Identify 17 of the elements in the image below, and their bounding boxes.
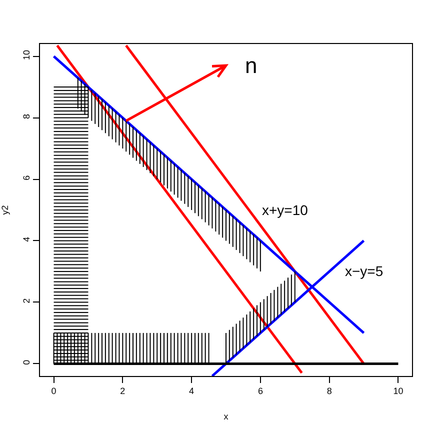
x-tick-label: 8 — [326, 386, 332, 396]
x-tick-label: 0 — [51, 386, 56, 396]
x-tick-label: 4 — [189, 386, 194, 396]
y-tick-label: 6 — [21, 175, 32, 180]
x-axis-title: x — [224, 412, 229, 422]
x-tick-label: 6 — [258, 386, 263, 396]
y-tick-label: 10 — [21, 50, 32, 60]
annotation: x−y=5 — [345, 263, 384, 279]
y-tick-label: 2 — [21, 298, 32, 304]
y-tick-label: 0 — [21, 360, 32, 365]
x-tick-label: 2 — [120, 386, 126, 396]
x-tick-label: 10 — [393, 386, 404, 396]
annotation: x+y=10 — [262, 202, 308, 218]
y-tick-label: 4 — [21, 236, 32, 242]
annotation: n — [245, 53, 258, 78]
y-axis-title: y2 — [0, 205, 10, 215]
y-tick-label: 8 — [21, 114, 32, 119]
